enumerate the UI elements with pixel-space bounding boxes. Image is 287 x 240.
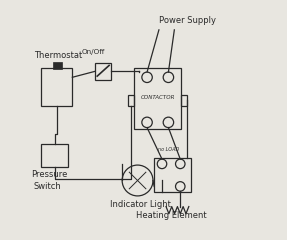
Text: Power Supply: Power Supply (159, 16, 216, 25)
Text: Heating Element: Heating Element (136, 211, 207, 221)
Bar (53, 62, 61, 69)
Text: Switch: Switch (33, 182, 61, 191)
Text: no LOAD: no LOAD (158, 147, 179, 152)
Text: On/Off: On/Off (82, 48, 105, 54)
Text: CONTACTOR: CONTACTOR (141, 95, 176, 100)
Bar (154, 158, 191, 192)
Text: Thermostat: Thermostat (34, 51, 83, 60)
Bar (134, 68, 181, 130)
Bar (42, 68, 72, 106)
Bar (181, 95, 187, 106)
Text: Indicator Light: Indicator Light (110, 200, 171, 209)
Text: Pressure: Pressure (31, 170, 67, 179)
Bar (42, 144, 68, 168)
Bar (95, 63, 111, 80)
Bar (128, 95, 134, 106)
